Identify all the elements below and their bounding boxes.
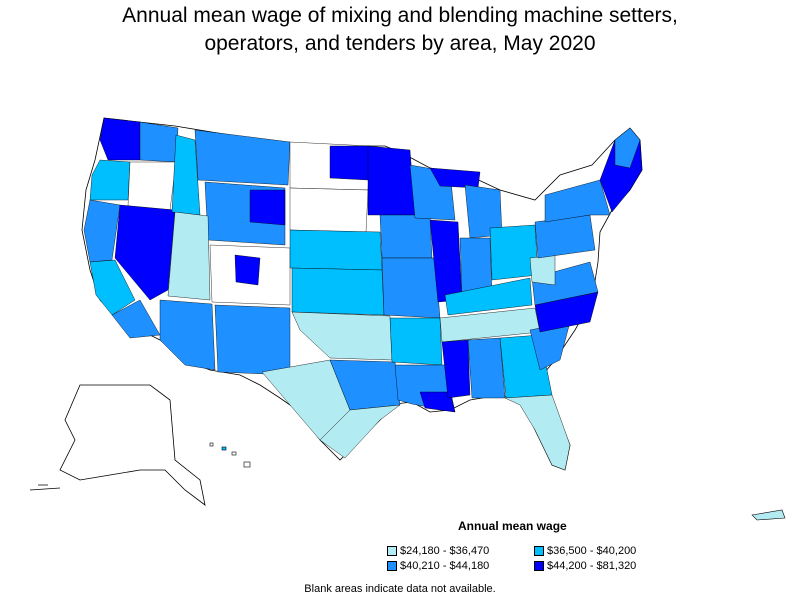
legend-swatch-tier-1 [387,546,397,556]
region-colorado-front [234,254,261,286]
region-wyoming-east [249,189,286,226]
hawaii-kauai [209,442,214,447]
region-oregon-east [127,161,177,211]
region-texas-south [319,404,401,459]
legend-swatch-tier-4 [534,561,544,571]
region-washington-east [139,121,179,163]
region-oklahoma [291,311,393,361]
puerto-rico [751,509,786,521]
region-alabama [467,337,506,399]
legend-label-tier-3: $40,210 - $44,180 [400,560,490,572]
legend-label-tier-2: $36,500 - $40,200 [547,545,637,557]
legend-item-tier-1: $24,180 - $36,470 [387,545,489,557]
alaska [59,384,206,506]
region-arizona [159,299,216,371]
region-new-york [544,179,611,223]
region-west-virginia [529,254,556,286]
legend-item-tier-3: $40,210 - $44,180 [387,560,489,572]
region-missouri [381,257,441,319]
map-title-line-1: Annual mean wage of mixing and blending … [122,4,678,27]
region-kentucky [444,277,533,316]
region-montana [194,129,291,186]
wage-regions [83,117,643,471]
map-title-line-2: operators, and tenders by area, May 2020 [204,32,596,55]
region-iowa [379,214,433,259]
hawaii-maui [231,451,237,456]
region-nevada [114,204,176,301]
legend-title: Annual mean wage [458,519,567,533]
legend-swatch-tier-2 [534,546,544,556]
legend-label-tier-1: $24,180 - $36,470 [400,545,490,557]
alaska-islands [29,484,61,491]
region-utah [167,211,211,301]
region-florida [504,394,571,471]
region-arkansas [389,317,443,366]
region-oregon-west [89,159,131,201]
region-ohio [489,224,539,281]
region-minnesota [367,145,416,216]
region-california-central [89,259,136,316]
region-new-mexico [214,304,291,376]
hawaii-oahu [221,446,227,451]
footnote: Blank areas indicate data not available. [304,583,496,595]
region-maine [614,127,641,169]
legend-item-tier-4: $44,200 - $81,320 [534,560,636,572]
map-title: Annual mean wage of mixing and blending … [0,2,800,58]
region-north-dakota-east [329,145,371,181]
legend-item-tier-2: $36,500 - $40,200 [534,545,636,557]
region-louisiana-south [419,391,456,413]
legend-label-tier-4: $44,200 - $81,320 [547,560,637,572]
region-south-dakota [289,187,369,233]
region-mississippi [441,339,471,399]
region-nebraska [289,229,383,271]
region-virginia [531,261,599,306]
legend-swatch-tier-3 [387,561,397,571]
region-washington-west [99,117,141,161]
hawaii [209,442,251,468]
region-kansas [291,267,385,316]
hawaii-big-island [243,461,251,468]
